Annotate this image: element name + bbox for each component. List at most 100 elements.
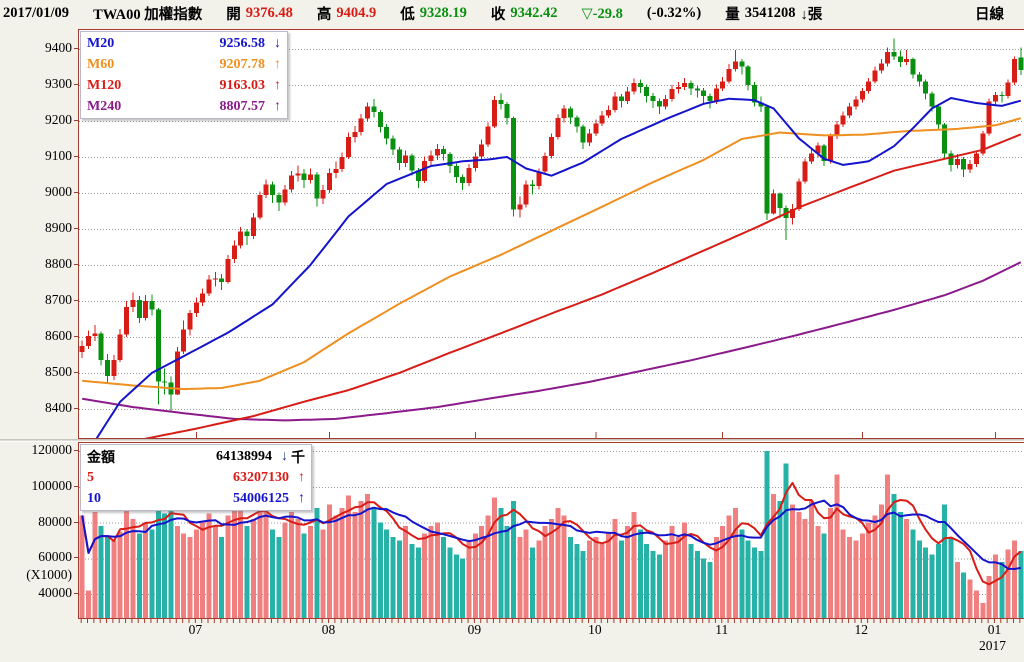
volume-bar: [872, 515, 878, 618]
volume-value: 3541208: [744, 5, 796, 21]
volume-bar: [720, 526, 726, 618]
candle: [682, 82, 688, 88]
volume-bar: [517, 536, 523, 618]
volume-bar: [244, 526, 250, 618]
candle: [625, 91, 631, 102]
candle: [980, 133, 986, 154]
volume-bar: [168, 504, 174, 618]
volume-bar: [162, 513, 168, 618]
high-label: 高: [316, 7, 332, 23]
volume-bar: [701, 558, 707, 618]
volume-bar: [371, 508, 377, 618]
main-chart-pane[interactable]: M20 9256.58 ↓ M60 9207.78 ↑ M120 9163.03 ↑ M240 88…: [78, 29, 1024, 439]
candle: [231, 245, 237, 260]
candle: [92, 333, 98, 337]
volume-pane[interactable]: 金額 64138994 ↓ 千 5 63207130 ↑ 10 54006125 ↑: [78, 442, 1024, 619]
volume-canvas[interactable]: [79, 443, 1024, 618]
moving-averages-layer: [82, 97, 1022, 438]
volume-bar: [263, 508, 269, 618]
volume-axis-label: 120000: [31, 442, 73, 458]
legend-series-value: 9163.03: [219, 77, 266, 93]
legend-series-value: 9256.58: [219, 35, 266, 51]
candle: [422, 160, 428, 181]
candle: [745, 66, 751, 86]
candle: [542, 155, 548, 172]
candle: [549, 136, 554, 156]
candle: [809, 153, 815, 162]
legend-series-label: M120: [87, 77, 122, 93]
volume-bar: [276, 536, 282, 618]
volume-bar: [225, 515, 231, 618]
volume-axis-label: 40000: [38, 585, 72, 601]
price-axis-label: 9000: [45, 183, 72, 199]
price-axis-label: 8700: [45, 291, 72, 307]
volume-bar: [327, 504, 333, 618]
volume-bar: [307, 526, 313, 618]
volume-bar: [1011, 540, 1017, 618]
volume-amount-legend: 金額 64138994 ↓ 千 5 63207130 ↑ 10 54006125 ↑: [80, 444, 312, 511]
trend-arrow-icon: ↑: [298, 490, 305, 506]
volume-bar: [923, 547, 929, 618]
volume-bar: [504, 526, 510, 618]
candle: [726, 68, 732, 82]
candle: [130, 300, 136, 308]
candle: [954, 158, 960, 165]
candle: [891, 51, 897, 57]
price-axis-label: 8900: [45, 219, 72, 235]
volume-bar: [193, 529, 199, 618]
candle: [301, 173, 307, 181]
candle: [288, 175, 294, 190]
candle: [333, 169, 339, 173]
price-axis-label: 9100: [45, 148, 72, 163]
candle: [656, 101, 662, 107]
volume-bar: [637, 529, 643, 618]
volume-bar: [770, 493, 776, 618]
candle: [1005, 82, 1011, 96]
volume-bar: [155, 495, 161, 618]
candle: [441, 149, 447, 154]
candle: [472, 156, 478, 169]
volume-bar: [542, 526, 548, 618]
price-axis-label: 9300: [45, 76, 72, 92]
candle: [479, 144, 485, 157]
candle: [967, 164, 973, 170]
candle: [961, 158, 967, 170]
ma-legend-row: M120 9163.03 ↑: [87, 75, 281, 96]
volume-bar: [916, 540, 922, 618]
volume-bar: [732, 508, 738, 618]
candle: [491, 99, 497, 127]
candle: [701, 90, 707, 96]
candle: [117, 334, 123, 360]
volume-bar: [967, 579, 973, 618]
m120-line: [144, 133, 1022, 438]
legend-series-value: 9207.78: [219, 56, 266, 72]
volume-ma5-line: [81, 481, 1022, 586]
volume-bar: [986, 576, 992, 618]
candle: [396, 149, 402, 164]
candlestick-canvas[interactable]: [79, 30, 1024, 438]
trend-arrow-icon: ↓: [274, 35, 281, 51]
volume-axis-label: 100000: [31, 477, 73, 493]
candle: [713, 88, 719, 101]
volume-bar: [904, 518, 910, 618]
volume-bar: [339, 508, 345, 618]
volume-bar: [745, 540, 751, 618]
volume-bar: [568, 536, 574, 618]
volume-bar: [453, 554, 459, 618]
volume-bar: [809, 501, 815, 618]
volume-bar: [390, 536, 396, 618]
trend-arrow-icon: ↑: [274, 98, 281, 114]
candle: [732, 61, 738, 69]
volume-bar: [555, 508, 561, 618]
candle: [409, 155, 415, 171]
volume-bar: [415, 547, 421, 618]
candle: [606, 109, 612, 116]
volume-bar: [897, 511, 903, 618]
volume-bar: [250, 518, 256, 618]
trend-arrow-icon: ↑: [274, 77, 281, 93]
volume-bar: [821, 533, 827, 618]
candle: [580, 126, 586, 143]
volume-bar: [143, 522, 149, 618]
candle: [675, 87, 681, 90]
trend-arrow-icon: ↓: [281, 448, 288, 464]
